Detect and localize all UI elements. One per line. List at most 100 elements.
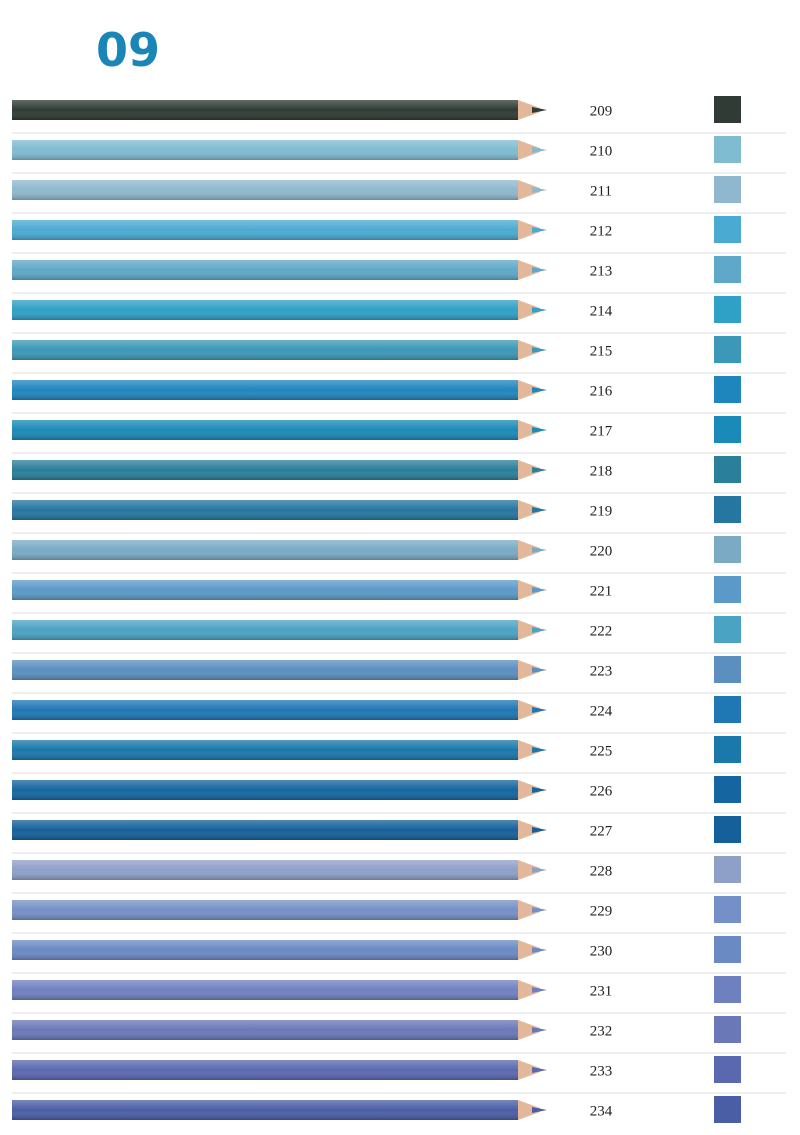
pencil-wood (518, 540, 540, 560)
pencil-shade (12, 980, 518, 1000)
pencil-shade (12, 820, 518, 840)
pencil-wood (518, 100, 540, 120)
pencil-row: 215 (12, 336, 786, 374)
pencil-wood (518, 860, 540, 880)
pencil-lead (532, 387, 547, 393)
pencil-lead (532, 507, 547, 513)
pencil-lead (532, 307, 547, 313)
color-swatch (714, 136, 741, 163)
pencil-lead (532, 107, 547, 113)
pencil-wood (518, 660, 540, 680)
pencil-row: 224 (12, 696, 786, 734)
pencil-wood (518, 620, 540, 640)
pencil-row: 231 (12, 976, 786, 1014)
pencil-wood (518, 380, 540, 400)
pencil-shade (12, 420, 518, 440)
color-swatch (714, 536, 741, 563)
pencil-shade (12, 300, 518, 320)
pencil-row: 220 (12, 536, 786, 574)
color-number: 212 (590, 223, 613, 239)
pencil-shade (12, 340, 518, 360)
pencil-row: 225 (12, 736, 786, 774)
pencil-wood (518, 580, 540, 600)
pencil-row: 234 (12, 1096, 741, 1123)
pencil-lead (532, 467, 547, 473)
pencil-shade (12, 500, 518, 520)
color-number: 210 (590, 143, 613, 159)
color-number: 221 (590, 583, 613, 599)
color-swatch (714, 896, 741, 923)
color-number: 215 (590, 343, 613, 359)
pencil-shade (12, 900, 518, 920)
pencil-wood (518, 780, 540, 800)
pencil-row: 233 (12, 1056, 786, 1094)
pencil-row: 213 (12, 256, 786, 294)
pencil-row: 221 (12, 576, 786, 614)
pencil-wood (518, 180, 540, 200)
pencil-shade (12, 580, 518, 600)
color-swatch (714, 736, 741, 763)
color-number: 231 (590, 983, 613, 999)
color-swatch (714, 256, 741, 283)
color-swatch (714, 936, 741, 963)
color-number: 232 (590, 1023, 613, 1039)
pencil-lead (532, 1027, 547, 1033)
color-number: 224 (590, 703, 613, 719)
pencil-shade (12, 700, 518, 720)
color-swatch (714, 496, 741, 523)
color-swatch (714, 616, 741, 643)
pencil-wood (518, 420, 540, 440)
color-swatch (714, 336, 741, 363)
pencil-row: 223 (12, 656, 786, 694)
color-number: 233 (590, 1063, 613, 1079)
pencil-shade (12, 660, 518, 680)
pencil-lead (532, 947, 547, 953)
pencil-shade (12, 140, 518, 160)
pencil-row: 214 (12, 296, 786, 334)
color-swatch (714, 176, 741, 203)
pencil-lead (532, 747, 547, 753)
pencil-row: 232 (12, 1016, 786, 1054)
pencil-wood (518, 300, 540, 320)
page-title: 09 (96, 23, 160, 77)
pencil-lead (532, 707, 547, 713)
pencil-lead (532, 427, 547, 433)
pencil-shade (12, 460, 518, 480)
color-number: 211 (590, 183, 612, 199)
pencil-shade (12, 220, 518, 240)
color-number: 223 (590, 663, 613, 679)
pencil-lead (532, 1107, 547, 1113)
pencil-wood (518, 700, 540, 720)
pencil-shade (12, 1020, 518, 1040)
pencil-lead (532, 667, 547, 673)
pencil-shade (12, 540, 518, 560)
pencil-shade (12, 1060, 518, 1080)
color-number: 227 (590, 823, 613, 839)
pencil-wood (518, 1060, 540, 1080)
color-swatch (714, 776, 741, 803)
pencil-lead (532, 187, 547, 193)
pencil-wood (518, 500, 540, 520)
pencil-row: 216 (12, 376, 786, 414)
color-number: 214 (590, 303, 613, 319)
color-number: 216 (590, 383, 613, 399)
pencil-row: 222 (12, 616, 786, 654)
pencil-row: 230 (12, 936, 786, 974)
color-swatch (714, 656, 741, 683)
pencil-shade (12, 780, 518, 800)
color-swatch (714, 416, 741, 443)
pencil-row: 210 (12, 136, 786, 174)
pencil-lead (532, 547, 547, 553)
color-swatch (714, 1016, 741, 1043)
color-swatch (714, 1056, 741, 1083)
pencil-wood (518, 980, 540, 1000)
pencil-row: 219 (12, 496, 786, 534)
color-swatch (714, 856, 741, 883)
pencil-wood (518, 820, 540, 840)
pencil-lead (532, 147, 547, 153)
pencil-row: 229 (12, 896, 786, 934)
pencil-row: 228 (12, 856, 786, 894)
color-number: 226 (590, 783, 613, 799)
pencil-lead (532, 907, 547, 913)
